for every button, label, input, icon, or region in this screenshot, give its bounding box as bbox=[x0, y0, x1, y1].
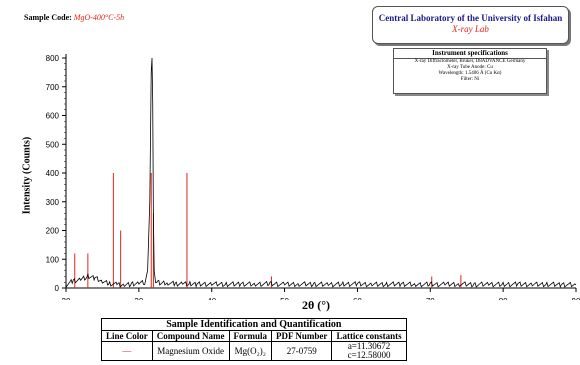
lattice-c: c=12.58000 bbox=[347, 350, 391, 360]
xrd-chart: 0 100 200 300 400 500 600 700 800 20 30 40 50 60 70 80 9… bbox=[46, 54, 580, 300]
y-tick-label: 500 bbox=[46, 140, 60, 149]
instrument-specifications: Instrument specifications X-ray Diffract… bbox=[393, 48, 547, 94]
y-tick-label: 0 bbox=[55, 284, 60, 293]
y-tick-label: 600 bbox=[46, 112, 60, 121]
col-lattice-constants: Lattice constants bbox=[331, 330, 407, 342]
cell-compound-name: Magnesium Oxide bbox=[151, 341, 230, 361]
y-tick-label: 200 bbox=[46, 227, 60, 236]
x-tick-label: 80 bbox=[499, 297, 508, 300]
col-formula: Formula bbox=[228, 330, 273, 342]
y-tick-label: 100 bbox=[46, 255, 60, 264]
y-tick-label: 800 bbox=[46, 54, 60, 63]
identification-table: Sample Identification and Quantification… bbox=[101, 318, 407, 361]
instrument-line: X-ray Tube Anode: Cu bbox=[447, 65, 493, 70]
x-axis-label: 2θ (°) bbox=[302, 298, 331, 312]
cell-pdf-number: 27-0759 bbox=[271, 341, 333, 361]
table-header-row: Line Color Compound Name Formula PDF Num… bbox=[101, 330, 407, 342]
cell-lattice-constants: a=11.30672 c=12.58000 bbox=[331, 341, 407, 361]
col-compound-name: Compound Name bbox=[151, 330, 230, 342]
data-series-line bbox=[65, 57, 577, 288]
y-tick-label: 400 bbox=[46, 169, 60, 178]
cell-formula: Mg(O₂)₂ bbox=[228, 341, 273, 361]
lab-title-box: Central Laboratory of the University of … bbox=[372, 6, 569, 44]
cell-line-color: — bbox=[101, 341, 153, 361]
x-tick-label: 40 bbox=[207, 297, 216, 300]
instrument-line: Filter: Ni bbox=[460, 77, 480, 82]
y-tick-label: 300 bbox=[46, 198, 60, 207]
y-tick-label: 700 bbox=[46, 83, 60, 92]
lattice-a: a=11.30672 bbox=[347, 341, 391, 351]
sample-code-value: MgO-400°C-5h bbox=[73, 13, 125, 22]
y-axis-label: Intensity (Counts) bbox=[21, 136, 33, 215]
x-tick-label: 50 bbox=[280, 297, 289, 300]
instrument-title: Instrument specifications bbox=[394, 49, 546, 59]
x-tick-label: 20 bbox=[62, 297, 71, 300]
instrument-line: Wavelength: 1.5406 Å (Cu Kα) bbox=[438, 71, 502, 76]
table-row: — Magnesium Oxide Mg(O₂)₂ 27-0759 a=11.3… bbox=[101, 341, 407, 361]
table-caption: Sample Identification and Quantification bbox=[101, 318, 407, 331]
sample-code-label: Sample Code: bbox=[24, 13, 72, 22]
x-tick-label: 60 bbox=[353, 297, 362, 300]
lab-subtitle: X-ray Lab bbox=[452, 24, 489, 34]
col-pdf-number: PDF Number bbox=[271, 330, 333, 342]
x-tick-label: 70 bbox=[426, 297, 435, 300]
x-tick-label: 90 bbox=[572, 297, 580, 300]
col-line-color: Line Color bbox=[101, 330, 153, 342]
sample-code: Sample Code: MgO-400°C-5h bbox=[24, 13, 124, 22]
instrument-line: X-ray Diffractometer, Bruker, D8ADVANCE … bbox=[414, 59, 526, 64]
lab-name: Central Laboratory of the University of … bbox=[378, 13, 563, 23]
x-tick-label: 30 bbox=[134, 297, 143, 300]
